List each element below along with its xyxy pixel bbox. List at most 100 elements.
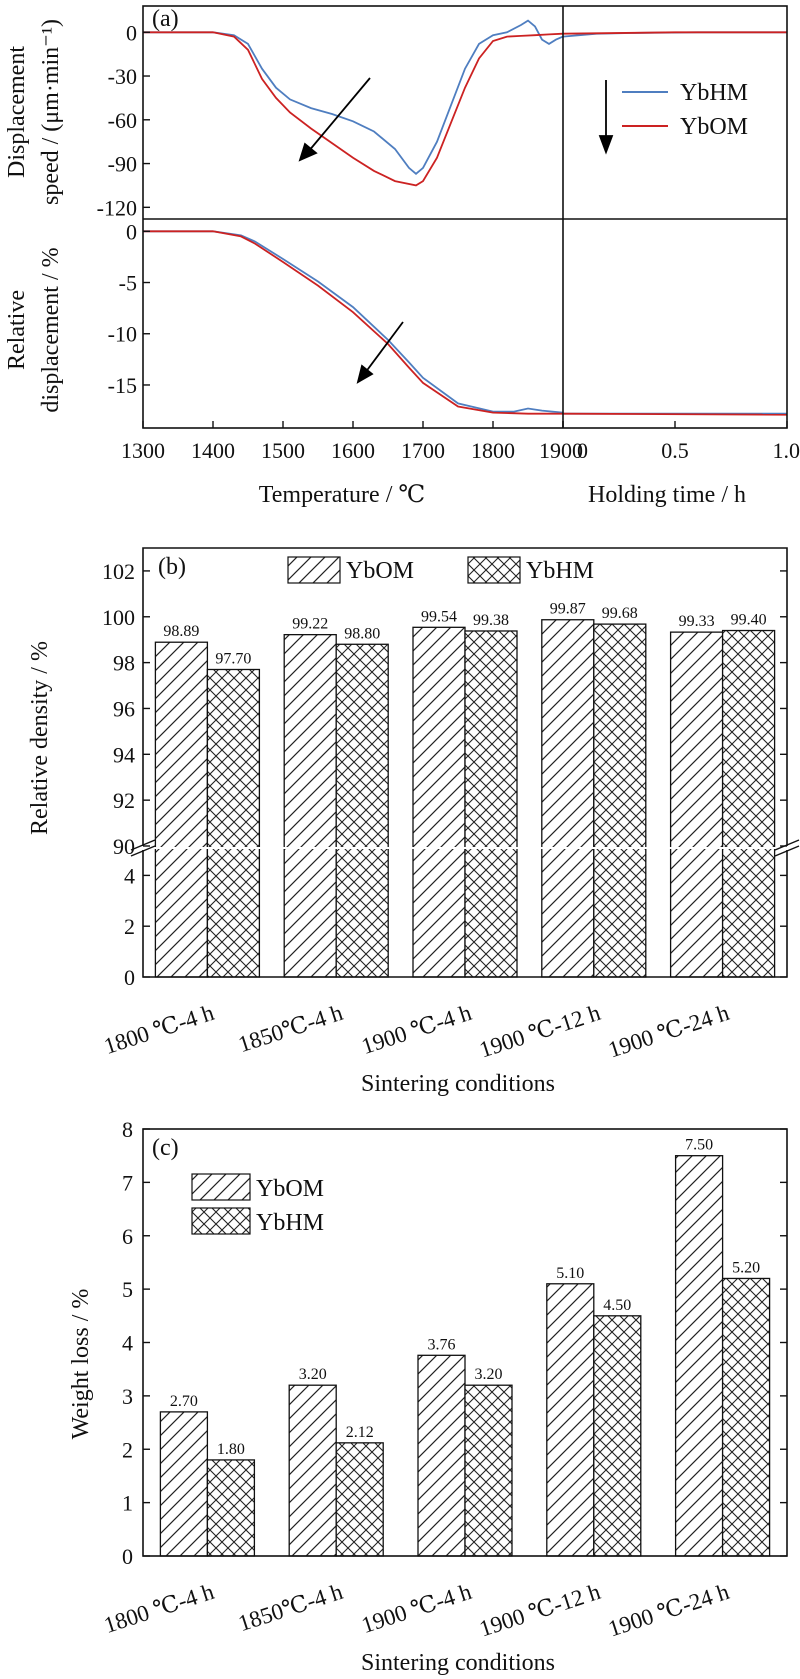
density-y-tick-label: 92	[113, 788, 135, 813]
category-label: 1900 ℃-4 h	[359, 1000, 476, 1059]
legend-label-ybom: YbOM	[256, 1176, 324, 1202]
bar-value-label-ybom: 98.89	[163, 623, 199, 640]
bar-value-label-ybom: 99.87	[550, 601, 586, 618]
panel-b-frame-lower	[142, 850, 788, 978]
speed-y-tick-label: -90	[108, 152, 137, 177]
weight-loss-y-tick-label: 1	[122, 1491, 133, 1516]
density-y-tick-label: 100	[102, 605, 135, 630]
temperature-x-tick-label: 1300	[121, 438, 165, 463]
panel-b-bar-chart: 98.89 97.70 1800 ℃-4 h 99.22 98.80 1850℃-4 h 9…	[27, 547, 800, 1097]
panel-a-tag: (a)	[152, 6, 179, 32]
legend-label-ybhm: YbHM	[256, 1210, 324, 1236]
arrow-head-speed	[298, 142, 318, 162]
axis-break-mark	[774, 845, 800, 857]
bar-ybom	[417, 1354, 466, 1557]
weight-loss-y-tick-label: 6	[122, 1224, 133, 1249]
series-ybom-displacement-holding	[562, 412, 788, 416]
temperature-x-tick-label: 1700	[401, 438, 445, 463]
bar-ybom	[288, 1384, 337, 1557]
temperature-x-tick-label: 1600	[331, 438, 375, 463]
density-y-tick-label: 96	[113, 696, 135, 721]
bar-ybhm	[335, 643, 389, 978]
bar-value-label-ybom: 99.22	[292, 616, 328, 633]
relative-density-axis-title: Relative density / %	[27, 641, 53, 835]
category-label: 1850℃-4 h	[235, 1000, 346, 1057]
category-label: 1900 ℃-12 h	[476, 1000, 603, 1063]
displacement-speed-plot	[143, 19, 787, 187]
legend-swatch-ybom	[191, 1173, 251, 1201]
bar-ybom	[669, 631, 724, 978]
holding-x-tick-label: 1.0	[773, 438, 800, 463]
axis-break-mark	[130, 845, 156, 857]
legend-swatch-ybhm	[191, 1207, 251, 1235]
arrow-displacement-trend	[364, 321, 404, 374]
series-ybom-speed-holding	[562, 31, 787, 35]
displacement-y-tick-label: -5	[119, 271, 137, 296]
bar-value-label-ybom: 3.20	[299, 1366, 327, 1383]
displacement-y-tick-label: 0	[126, 219, 137, 244]
displacement-axis-title-line2: displacement / %	[38, 247, 64, 412]
density-y-tick-label: 90	[113, 834, 135, 859]
weight-loss-y-tick-label: 8	[122, 1117, 133, 1142]
arrow-speed-trend	[307, 77, 371, 153]
bar-ybom	[546, 1283, 595, 1557]
axis-break-mark	[130, 839, 156, 851]
weight-loss-y-tick-label: 2	[122, 1437, 133, 1462]
bar-value-label-ybom: 2.70	[170, 1393, 198, 1410]
displacement-axis-title-line1: Relative	[4, 290, 30, 370]
panel-b-x-axis-title: Sintering conditions	[361, 1071, 555, 1097]
category-label: 1850℃-4 h	[235, 1579, 346, 1636]
panel-c-tag: (c)	[152, 1135, 179, 1161]
axis-break-mark	[774, 839, 800, 851]
bar-ybom	[283, 633, 337, 978]
displacement-y-tick-label: -15	[108, 373, 137, 398]
relative-displacement-plot	[143, 230, 788, 416]
category-label: 1900 ℃-4 h	[359, 1579, 476, 1638]
panel-b-tag: (b)	[158, 554, 186, 580]
bar-ybom	[154, 641, 209, 978]
relative-density-plot: 98.89 97.70 1800 ℃-4 h 99.22 98.80 1850℃-4 h 9…	[101, 547, 800, 1063]
arrow-head-holding	[598, 135, 614, 155]
panel-a-legend: YbHM YbOM	[622, 80, 748, 140]
weight-loss-axis-title: Weight loss / %	[68, 1289, 94, 1440]
temperature-x-tick-label: 1800	[471, 438, 515, 463]
bar-value-label-ybhm: 99.40	[731, 612, 767, 629]
bar-ybhm	[593, 623, 647, 978]
bar-value-label-ybom: 7.50	[685, 1137, 713, 1154]
bar-value-label-ybom: 99.33	[679, 613, 715, 630]
category-label: 1900 ℃-24 h	[605, 1579, 732, 1642]
density-y-tick-label: 2	[124, 914, 135, 939]
weight-loss-y-tick-label: 0	[122, 1544, 133, 1569]
trend-arrows	[298, 77, 614, 384]
speed-y-tick-label: 0	[126, 20, 137, 45]
bar-ybhm	[721, 1277, 771, 1557]
bar-ybhm	[721, 629, 776, 978]
temperature-x-tick-label: 1500	[261, 438, 305, 463]
bar-value-label-ybhm: 99.68	[602, 605, 638, 622]
bar-ybom	[412, 626, 466, 978]
panel-a-frame	[142, 5, 788, 429]
category-label: 1800 ℃-4 h	[101, 1000, 218, 1059]
category-label: 1900 ℃-12 h	[476, 1579, 603, 1642]
panel-c-x-axis-title: Sintering conditions	[361, 1650, 555, 1676]
bar-value-label-ybom: 3.76	[428, 1336, 456, 1353]
density-y-tick-label: 94	[113, 742, 135, 767]
weight-loss-y-tick-label: 7	[122, 1170, 133, 1195]
density-y-tick-label: 102	[102, 559, 135, 584]
panel-c-bar-chart: 2.70 1.80 1800 ℃-4 h 3.20 2.12 1850℃-4 h 3.76 3…	[68, 1117, 788, 1676]
legend-swatch-ybhm	[467, 556, 521, 584]
bar-value-label-ybom: 99.54	[421, 608, 457, 625]
series-ybom-speed-temperature	[143, 31, 564, 187]
holding-x-tick-label: 0.5	[661, 438, 689, 463]
legend-label-ybom: YbOM	[680, 114, 748, 140]
bar-value-label-ybhm: 97.70	[215, 650, 251, 667]
bar-value-label-ybhm: 5.20	[732, 1259, 760, 1276]
category-label: 1900 ℃-24 h	[605, 1000, 732, 1063]
speed-axis-title-line2: speed / (μm·min⁻¹)	[38, 19, 64, 205]
bar-ybom	[159, 1411, 209, 1557]
bar-ybom	[674, 1155, 724, 1557]
axis-break-gap	[123, 847, 800, 849]
speed-y-tick-label: -120	[97, 195, 137, 220]
speed-axis-title-line1: Displacement	[4, 46, 30, 178]
